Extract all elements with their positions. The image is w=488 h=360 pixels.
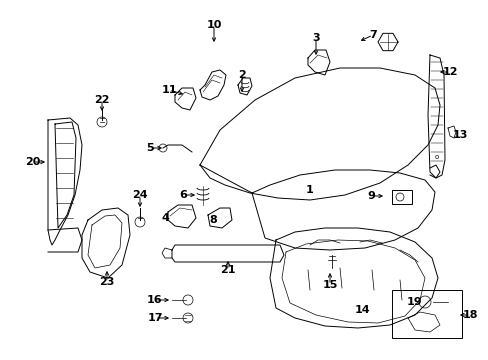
Text: 14: 14 <box>354 305 370 315</box>
Text: 10: 10 <box>206 20 221 30</box>
Text: 23: 23 <box>99 277 115 287</box>
Text: 3: 3 <box>311 33 319 43</box>
Text: 20: 20 <box>25 157 41 167</box>
Text: 6: 6 <box>179 190 186 200</box>
Text: 1: 1 <box>305 185 313 195</box>
Text: 22: 22 <box>94 95 109 105</box>
Text: o: o <box>434 154 438 160</box>
Text: 9: 9 <box>366 191 374 201</box>
Text: 5: 5 <box>146 143 154 153</box>
Text: 15: 15 <box>322 280 337 290</box>
Bar <box>391 190 411 204</box>
Text: 4: 4 <box>161 213 168 223</box>
Text: 13: 13 <box>451 130 467 140</box>
Text: 19: 19 <box>407 297 422 307</box>
Text: 16: 16 <box>147 295 163 305</box>
Text: 2: 2 <box>238 70 245 80</box>
Text: 11: 11 <box>161 85 176 95</box>
Text: 24: 24 <box>132 190 147 200</box>
Bar <box>391 290 461 338</box>
Text: 21: 21 <box>220 265 235 275</box>
Text: 8: 8 <box>209 215 217 225</box>
Text: 7: 7 <box>368 30 376 40</box>
Text: 17: 17 <box>147 313 163 323</box>
Text: 12: 12 <box>441 67 457 77</box>
Text: 18: 18 <box>461 310 477 320</box>
